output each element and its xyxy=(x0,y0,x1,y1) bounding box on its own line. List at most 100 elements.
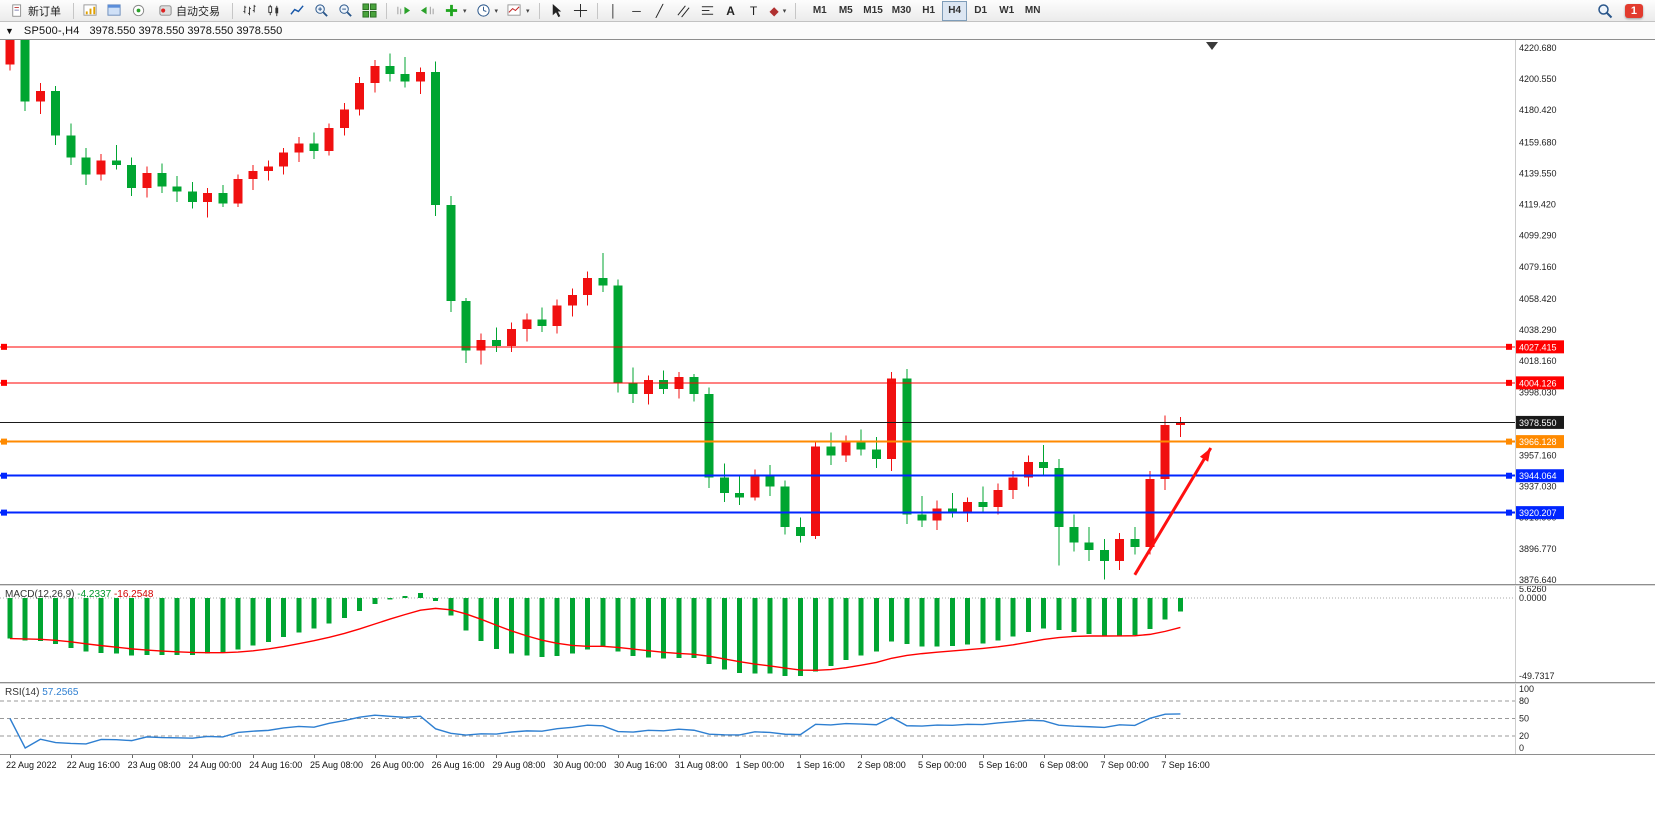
candle-body xyxy=(1160,424,1170,479)
candles-group xyxy=(5,40,1185,580)
timeframe-button-h1[interactable]: H1 xyxy=(916,1,941,21)
macd-value-signal: -16.2548 xyxy=(113,589,154,600)
price-tick-label: 4099.290 xyxy=(1519,231,1557,241)
timeframe-toolbar: M1 M5 M15 M30 H1 H4 D1 W1 MN xyxy=(807,0,1045,21)
horizontal-line-button[interactable]: ─ xyxy=(626,1,648,21)
fibonacci-button[interactable] xyxy=(696,1,719,21)
toolbar-separator xyxy=(538,2,540,19)
autotrading-button[interactable]: 自动交易 xyxy=(151,1,227,21)
time-tick xyxy=(253,755,255,758)
dropdown-caret-icon: ▾ xyxy=(526,7,530,15)
time-tick xyxy=(192,755,194,758)
chart-shift-marker[interactable] xyxy=(1206,42,1218,50)
macd-histogram-bar xyxy=(22,597,28,641)
panel-splitter-macd[interactable] xyxy=(0,584,1655,586)
rsi-panel-canvas[interactable]: 100 80 50 20 0 xyxy=(0,684,1655,754)
chart-ohlc-values: 3978.550 3978.550 3978.550 3978.550 xyxy=(89,24,283,37)
macd-histogram-bar xyxy=(782,597,788,676)
profiles-button[interactable] xyxy=(103,1,126,21)
tile-windows-button[interactable] xyxy=(358,1,381,21)
bar-chart-button[interactable] xyxy=(238,1,261,21)
macd-histogram-bar xyxy=(904,597,910,645)
macd-histogram-bar xyxy=(600,597,606,647)
timeframe-button-mn[interactable]: MN xyxy=(1020,1,1045,21)
new-order-button[interactable]: 新订单 xyxy=(4,1,68,21)
timeframe-button-m1[interactable]: M1 xyxy=(807,1,832,21)
macd-histogram-bar xyxy=(357,597,363,612)
equidistant-channel-button[interactable] xyxy=(672,1,695,21)
signals-button[interactable] xyxy=(127,1,150,21)
vertical-line-button[interactable]: │ xyxy=(603,1,625,21)
crosshair-button[interactable] xyxy=(569,1,592,21)
rsi-axis-label: 100 xyxy=(1519,684,1534,694)
candle-body xyxy=(795,526,805,537)
new-chart-button[interactable] xyxy=(79,1,102,21)
price-chart-canvas[interactable]: 4220.680 4200.550 4180.420 4159.680 4139.550… xyxy=(0,40,1655,584)
timeframe-button-m30[interactable]: M30 xyxy=(888,1,915,21)
time-tick xyxy=(1165,755,1167,758)
macd-histogram-bar xyxy=(1162,597,1168,620)
macd-histogram-bar xyxy=(7,597,13,639)
price-tick-label: 3896.770 xyxy=(1519,544,1557,554)
indicators-button[interactable]: ▾ xyxy=(440,1,471,21)
timeframe-button-d1[interactable]: D1 xyxy=(968,1,993,21)
trendline-button[interactable]: ╱ xyxy=(649,1,671,21)
chart-shift-button[interactable] xyxy=(416,1,439,21)
macd-histogram-bar xyxy=(433,597,439,602)
candle-body xyxy=(355,83,365,110)
templates-button[interactable]: ▾ xyxy=(503,1,534,21)
panel-splitter-rsi[interactable] xyxy=(0,682,1655,684)
rsi-line xyxy=(9,713,1181,749)
candle-body xyxy=(537,319,547,326)
chart-symbol-period: SP500-,H4 xyxy=(23,24,80,37)
timeframe-button-m5[interactable]: M5 xyxy=(833,1,858,21)
candle-body xyxy=(51,90,61,136)
macd-histogram-bar xyxy=(737,597,743,674)
time-label: 5 Sep 16:00 xyxy=(978,760,1028,770)
macd-signal-line xyxy=(9,607,1181,672)
price-tick-label: 4159.680 xyxy=(1519,137,1557,147)
timeframe-button-w1[interactable]: W1 xyxy=(994,1,1019,21)
level-price-tag xyxy=(1516,376,1564,390)
arrows-button[interactable]: ◆ ▾ xyxy=(766,1,791,21)
search-button[interactable] xyxy=(1593,1,1617,21)
zoom-in-button[interactable] xyxy=(310,1,333,21)
text-label-button[interactable]: T xyxy=(743,1,765,21)
candle-body xyxy=(780,486,790,527)
candle-body xyxy=(522,319,532,329)
periods-button[interactable]: ▾ xyxy=(472,1,503,21)
candle-body xyxy=(476,339,486,351)
trend-arrow-line[interactable] xyxy=(1133,447,1213,576)
text-button[interactable]: A xyxy=(720,1,742,21)
price-tick-label: 3876.640 xyxy=(1519,575,1557,584)
timeframe-button-m15[interactable]: M15 xyxy=(859,1,886,21)
candlestick-chart-button[interactable] xyxy=(262,1,285,21)
price-tick-label: 4018.160 xyxy=(1519,356,1557,366)
time-label: 31 Aug 08:00 xyxy=(674,760,728,770)
macd-histogram-bar xyxy=(630,597,636,656)
line-chart-button[interactable] xyxy=(286,1,309,21)
one-click-trading-toggle[interactable]: ▼ xyxy=(5,25,14,36)
cursor-button[interactable] xyxy=(545,1,568,21)
auto-scroll-button[interactable] xyxy=(392,1,415,21)
search-icon xyxy=(1598,3,1613,18)
notification-badge[interactable]: 1 xyxy=(1624,3,1643,18)
macd-histogram-bar xyxy=(493,597,499,650)
candle-body xyxy=(35,90,45,102)
candle-body xyxy=(142,172,152,189)
time-label: 26 Aug 16:00 xyxy=(431,760,485,770)
macd-histogram-bar xyxy=(311,597,317,629)
zoom-out-button[interactable] xyxy=(334,1,357,21)
current-price-tag xyxy=(1516,415,1564,429)
price-tick-label: 4200.550 xyxy=(1519,74,1557,84)
macd-histogram-bar xyxy=(144,597,150,655)
macd-histogram-bar xyxy=(661,597,667,659)
candle-body xyxy=(735,492,745,498)
macd-histogram-bar xyxy=(721,597,727,670)
timeframe-button-h4[interactable]: H4 xyxy=(942,0,968,21)
macd-histogram-bar xyxy=(1117,597,1123,636)
time-tick xyxy=(922,755,923,758)
time-axis[interactable]: 22 Aug 2022 22 Aug 16:00 23 Aug 08:00 24 Au… xyxy=(0,754,1655,777)
macd-histogram-bar xyxy=(524,597,530,656)
